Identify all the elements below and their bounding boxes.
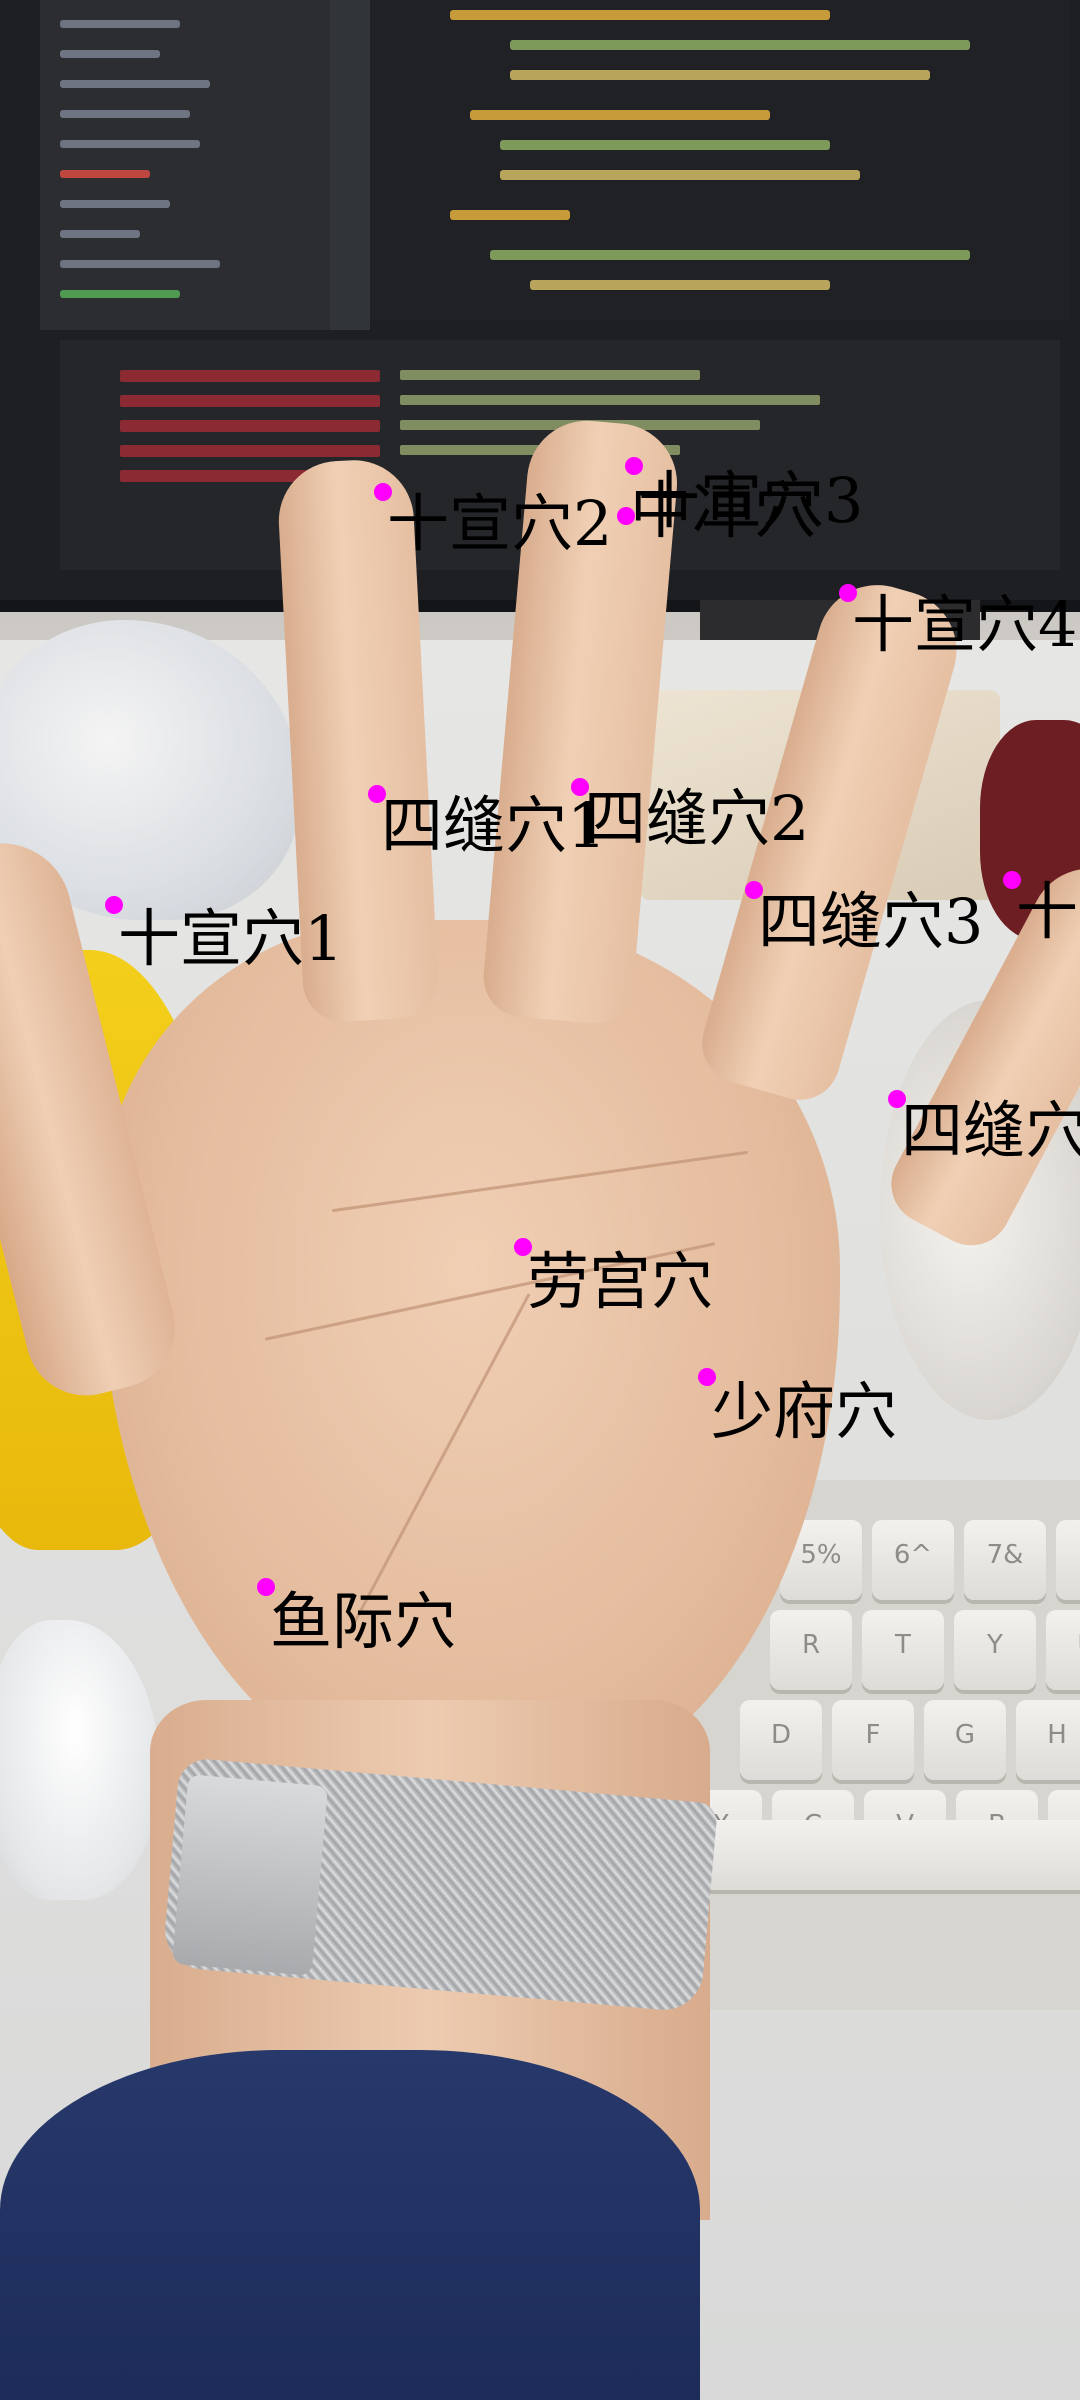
keyboard-key: F <box>832 1700 914 1780</box>
sifeng-2-label: 四缝穴2 <box>584 782 810 855</box>
laogong-label: 劳宫穴 <box>527 1245 714 1318</box>
sifeng-3-marker <box>745 881 763 899</box>
keyboard-key: 7& <box>964 1520 1046 1600</box>
ide-file-tree <box>40 0 330 330</box>
keyboard-key: Y <box>954 1610 1036 1690</box>
shaofu-marker <box>698 1368 716 1386</box>
shixuan-5-label: 十宣穴5 <box>1016 875 1080 948</box>
keyboard-spacebar <box>700 1820 1080 1890</box>
zhongchong-label: 中冲穴 <box>630 474 817 547</box>
yuji-marker <box>257 1578 275 1596</box>
sifeng-4-marker <box>888 1090 906 1108</box>
keyboard-key: R <box>770 1610 852 1690</box>
shixuan-1-marker <box>105 896 123 914</box>
shixuan-4-marker <box>839 584 857 602</box>
shixuan-4-label: 十宣穴4 <box>852 588 1078 661</box>
zhongchong-marker <box>617 507 635 525</box>
sifeng-4-label: 四缝穴4 <box>901 1094 1080 1167</box>
keyboard-key: G <box>924 1700 1006 1780</box>
keyboard-key: D <box>740 1700 822 1780</box>
shixuan-5-marker <box>1003 871 1021 889</box>
keyboard-key: 8* <box>1056 1520 1080 1600</box>
keyboard-key: 6^ <box>872 1520 954 1600</box>
sifeng-2-marker <box>571 778 589 796</box>
shixuan-3-marker <box>625 457 643 475</box>
keyboard-key: H <box>1016 1700 1080 1780</box>
sifeng-1-label: 四缝穴1 <box>381 789 607 862</box>
ide-gutter <box>330 0 370 330</box>
keyboard-key: T <box>862 1610 944 1690</box>
sifeng-1-marker <box>368 785 386 803</box>
keyboard-key: 5% <box>780 1520 862 1600</box>
yuji-label: 鱼际穴 <box>270 1585 457 1658</box>
shixuan-2-marker <box>374 483 392 501</box>
watch-clasp <box>171 1774 329 1976</box>
ide-code-editor <box>370 0 1070 320</box>
shixuan-2-label: 十宣穴2 <box>387 487 613 560</box>
shaofu-label: 少府穴 <box>711 1375 898 1448</box>
laogong-marker <box>514 1238 532 1256</box>
keyboard-key: U <box>1046 1610 1080 1690</box>
shixuan-3-label: 十宣穴3 <box>638 464 864 537</box>
shixuan-1-label: 十宣穴1 <box>118 902 344 975</box>
sifeng-3-label: 四缝穴3 <box>758 885 984 958</box>
plastic-bag-bottom <box>0 1620 160 1900</box>
sleeve <box>0 2050 700 2400</box>
